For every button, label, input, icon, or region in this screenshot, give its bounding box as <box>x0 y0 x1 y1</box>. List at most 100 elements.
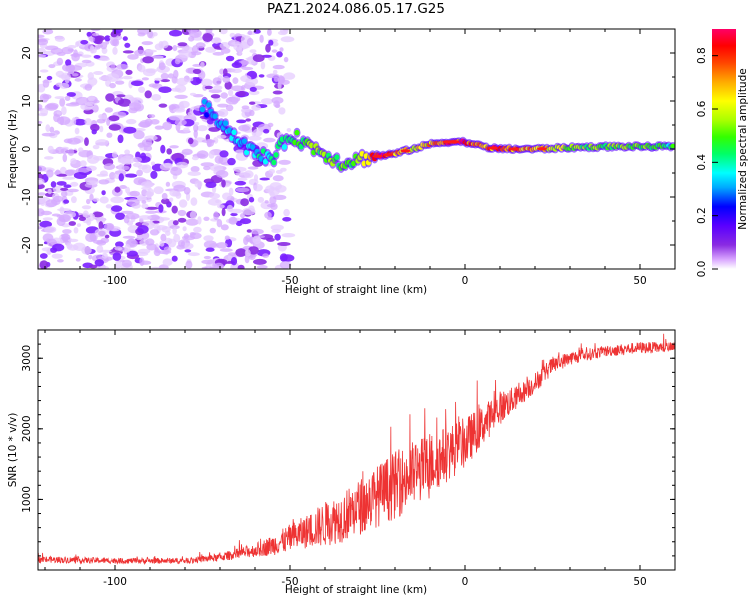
noise-blob <box>150 266 161 269</box>
noise-blob <box>194 180 203 188</box>
noise-blob <box>153 186 164 195</box>
noise-blob <box>108 124 121 131</box>
noise-blob <box>272 64 285 70</box>
noise-blob <box>59 82 70 89</box>
signal-point <box>223 120 229 126</box>
noise-blob <box>246 229 252 233</box>
noise-blob <box>171 255 178 262</box>
signal-point <box>262 158 269 165</box>
noise-blob <box>39 93 50 103</box>
noise-blob <box>139 120 151 128</box>
noise-blob <box>42 29 54 35</box>
noise-blob <box>162 121 173 131</box>
noise-blob <box>75 167 90 173</box>
noise-blob <box>110 63 116 70</box>
noise-blob <box>260 98 274 105</box>
noise-blob <box>137 32 146 37</box>
colorbar-tick-label: 0.2 <box>696 207 708 224</box>
spectrogram-y-axis-label: Frequency (Hz) <box>7 109 19 188</box>
noise-blob <box>230 263 241 269</box>
noise-blob <box>86 31 92 37</box>
noise-blob <box>123 215 130 224</box>
noise-blob <box>54 96 66 100</box>
noise-blob <box>160 79 170 83</box>
noise-blob <box>144 90 152 99</box>
noise-blob <box>263 128 270 134</box>
signal-point <box>199 106 206 113</box>
noise-blob <box>101 190 106 196</box>
x-tick-label: -50 <box>281 275 298 287</box>
noise-blob <box>165 230 171 236</box>
noise-blob <box>133 128 146 132</box>
noise-blob <box>74 78 82 82</box>
noise-blob <box>280 36 295 43</box>
noise-blob <box>282 217 292 222</box>
noise-blob <box>159 163 173 171</box>
noise-blob <box>196 150 209 159</box>
snr-ticks: -100 -50 0 50 1000 2000 3000 <box>21 329 676 588</box>
noise-blob <box>269 191 275 198</box>
noise-blob <box>194 122 200 126</box>
noise-blob <box>65 102 80 107</box>
noise-blob <box>161 198 170 205</box>
noise-blob <box>86 180 99 186</box>
noise-blob <box>123 126 137 134</box>
noise-blob <box>110 196 125 204</box>
noise-blob <box>252 236 261 244</box>
noise-blob <box>220 48 231 54</box>
noise-blob <box>63 199 70 204</box>
noise-blob <box>268 39 274 46</box>
noise-blob <box>203 216 210 221</box>
noise-blob <box>172 220 179 226</box>
noise-blob <box>213 262 224 269</box>
noise-blob <box>168 197 174 203</box>
noise-blob <box>189 232 196 236</box>
signal-point <box>334 154 340 160</box>
noise-blob <box>67 238 79 243</box>
noise-blob <box>78 147 84 152</box>
noise-blob <box>160 233 167 242</box>
noise-blob <box>119 185 127 189</box>
noise-blob <box>167 73 175 79</box>
noise-blob <box>270 202 278 210</box>
y-tick-label: -20 <box>21 236 33 253</box>
noise-blob <box>73 118 87 126</box>
noise-blob <box>151 94 162 101</box>
noise-blob <box>92 197 100 202</box>
noise-blob <box>251 104 261 111</box>
noise-blob <box>236 119 247 124</box>
noise-blob <box>197 216 202 225</box>
noise-blob <box>177 209 187 217</box>
noise-blob <box>96 173 109 177</box>
noise-blob <box>244 249 251 257</box>
noise-blob <box>160 72 169 80</box>
noise-blob <box>137 142 146 148</box>
noise-blob <box>225 96 239 105</box>
noise-blob <box>210 37 222 44</box>
noise-blob <box>132 156 142 163</box>
noise-blob <box>240 198 250 207</box>
noise-blob <box>189 92 197 96</box>
x-tick-label: 50 <box>633 576 646 588</box>
noise-blob <box>76 223 81 228</box>
noise-blob <box>190 51 202 56</box>
noise-blob <box>193 123 199 133</box>
noise-blob <box>98 179 110 185</box>
noise-blob <box>153 248 161 257</box>
signal-point <box>206 102 212 108</box>
noise-blob <box>90 123 100 132</box>
noise-blob <box>269 196 277 205</box>
noise-blob <box>60 187 69 191</box>
noise-blob <box>283 208 290 217</box>
noise-blob <box>121 210 134 214</box>
noise-blob <box>141 186 152 190</box>
noise-blob <box>222 76 230 83</box>
noise-blob <box>71 196 77 204</box>
noise-blob <box>130 80 144 87</box>
noise-blob <box>210 94 221 99</box>
noise-blob <box>245 118 251 122</box>
noise-blob <box>46 75 53 81</box>
noise-blob <box>174 119 187 126</box>
